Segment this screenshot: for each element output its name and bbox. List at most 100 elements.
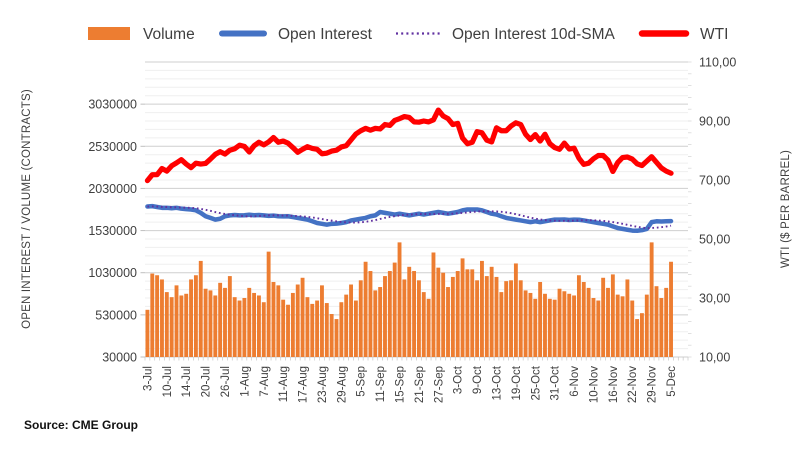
left-axis-tick-label: 30000 bbox=[102, 351, 137, 365]
volume-bar bbox=[310, 303, 315, 357]
volume-bar bbox=[363, 261, 368, 357]
volume-bar bbox=[572, 295, 577, 357]
x-axis-label: 29-Aug bbox=[336, 366, 348, 403]
x-axis-label: 22-Nov bbox=[627, 366, 639, 403]
volume-bar bbox=[155, 275, 160, 357]
volume-bar bbox=[383, 276, 387, 357]
volume-bar bbox=[480, 260, 484, 357]
x-axis-label: 17-Aug bbox=[298, 366, 310, 403]
series-lines bbox=[144, 107, 674, 233]
x-axis-label: 1-Aug bbox=[239, 366, 251, 397]
wti-legend-label: WTI bbox=[700, 26, 728, 43]
volume-bar bbox=[286, 304, 290, 357]
volume-bar bbox=[179, 295, 184, 357]
volume-bar bbox=[387, 271, 392, 357]
x-axis-label: 15-Sep bbox=[395, 366, 407, 403]
right-axis-tick-label: 90,00 bbox=[699, 115, 730, 129]
volume-bar bbox=[232, 297, 237, 357]
volume-bar bbox=[441, 272, 446, 357]
x-axis-label: 6-Nov bbox=[569, 366, 581, 397]
volume-bar bbox=[644, 294, 649, 357]
volume-bar bbox=[160, 279, 164, 357]
volume-bar bbox=[630, 300, 635, 357]
volume-bar bbox=[659, 298, 664, 357]
volume-bar bbox=[615, 294, 620, 357]
volume-bar bbox=[218, 282, 223, 357]
volume-bar bbox=[523, 290, 528, 357]
x-axis-label: 13-Oct bbox=[491, 365, 503, 400]
volume-bar bbox=[256, 295, 261, 357]
volume-bar bbox=[543, 293, 547, 357]
volume-bar bbox=[295, 284, 300, 357]
open-interest-legend-label: Open Interest bbox=[278, 26, 373, 43]
volume-bar bbox=[320, 285, 324, 357]
x-axis-label: 10-Nov bbox=[588, 366, 600, 403]
left-axis-tick-label: 2030000 bbox=[88, 182, 137, 196]
volume-bar bbox=[640, 313, 644, 357]
volume-bar bbox=[669, 261, 673, 357]
volume-bar bbox=[237, 300, 242, 357]
volume-bar bbox=[261, 302, 266, 357]
open-interest-line bbox=[145, 203, 674, 233]
volume-bar bbox=[625, 279, 630, 357]
volume-bar bbox=[164, 292, 169, 357]
volume-legend-swatch bbox=[88, 27, 130, 40]
volume-bar bbox=[271, 281, 276, 357]
x-axis-label: 11-Sep bbox=[375, 366, 387, 402]
x-axis-label: 3-Jul bbox=[142, 366, 154, 391]
volume-bar bbox=[649, 242, 654, 357]
left-axis-tick-label: 1030000 bbox=[88, 266, 137, 280]
volume-bar bbox=[557, 288, 562, 357]
volume-bar bbox=[150, 273, 155, 357]
volume-bar bbox=[475, 280, 480, 357]
volume-bar bbox=[426, 298, 431, 357]
volume-bar bbox=[247, 287, 252, 357]
x-axis-label: 5-Sep bbox=[356, 366, 368, 397]
volume-bar bbox=[606, 287, 610, 357]
volume-bar bbox=[465, 269, 470, 357]
volume-bar bbox=[620, 296, 625, 357]
volume-bar bbox=[174, 285, 179, 357]
volume-bar bbox=[596, 300, 601, 357]
volume-bar bbox=[586, 287, 591, 357]
volume-bar bbox=[349, 284, 353, 357]
right-axis-tick-label: 70,00 bbox=[699, 174, 730, 188]
volume-bar bbox=[208, 290, 213, 357]
volume-bar bbox=[198, 260, 203, 357]
volume-bar bbox=[552, 299, 557, 357]
volume-bar bbox=[431, 252, 436, 357]
x-axis-label: 14-Jul bbox=[181, 366, 193, 397]
volume-bar bbox=[576, 275, 581, 357]
volume-bar bbox=[266, 251, 271, 357]
volume-bar bbox=[242, 298, 247, 357]
right-axis-title: WTI ($ PER BARREL) bbox=[780, 150, 792, 268]
x-axis-label: 23-Aug bbox=[317, 366, 329, 403]
x-axis-label: 25-Oct bbox=[530, 365, 542, 400]
volume-bar bbox=[489, 266, 494, 357]
x-axis-label: 16-Nov bbox=[608, 366, 620, 403]
volume-bar bbox=[436, 267, 441, 357]
volume-bars bbox=[145, 242, 673, 357]
volume-bar bbox=[184, 293, 189, 357]
volume-bar bbox=[213, 295, 218, 357]
source-label: Source: CME Group bbox=[24, 418, 138, 432]
x-axis-label: 9-Oct bbox=[472, 365, 484, 394]
volume-bar bbox=[353, 300, 358, 357]
volume-bar bbox=[494, 276, 499, 357]
volume-bar bbox=[227, 276, 232, 357]
volume-bar bbox=[305, 297, 310, 357]
volume-bar bbox=[407, 266, 412, 357]
x-axis-label: 7-Aug bbox=[259, 366, 271, 397]
x-axis-label: 20-Jul bbox=[201, 366, 213, 397]
volume-bar bbox=[591, 298, 596, 357]
volume-bar bbox=[518, 280, 523, 357]
volume-bar bbox=[373, 290, 378, 357]
right-axis-tick-label: 10,00 bbox=[699, 351, 730, 365]
x-axis-label: 19-Oct bbox=[511, 365, 523, 400]
volume-bar bbox=[252, 292, 257, 357]
volume-legend-label: Volume bbox=[143, 26, 195, 43]
volume-bar bbox=[610, 274, 615, 357]
left-axis-tick-label: 3030000 bbox=[88, 98, 137, 112]
volume-bar bbox=[499, 292, 504, 357]
